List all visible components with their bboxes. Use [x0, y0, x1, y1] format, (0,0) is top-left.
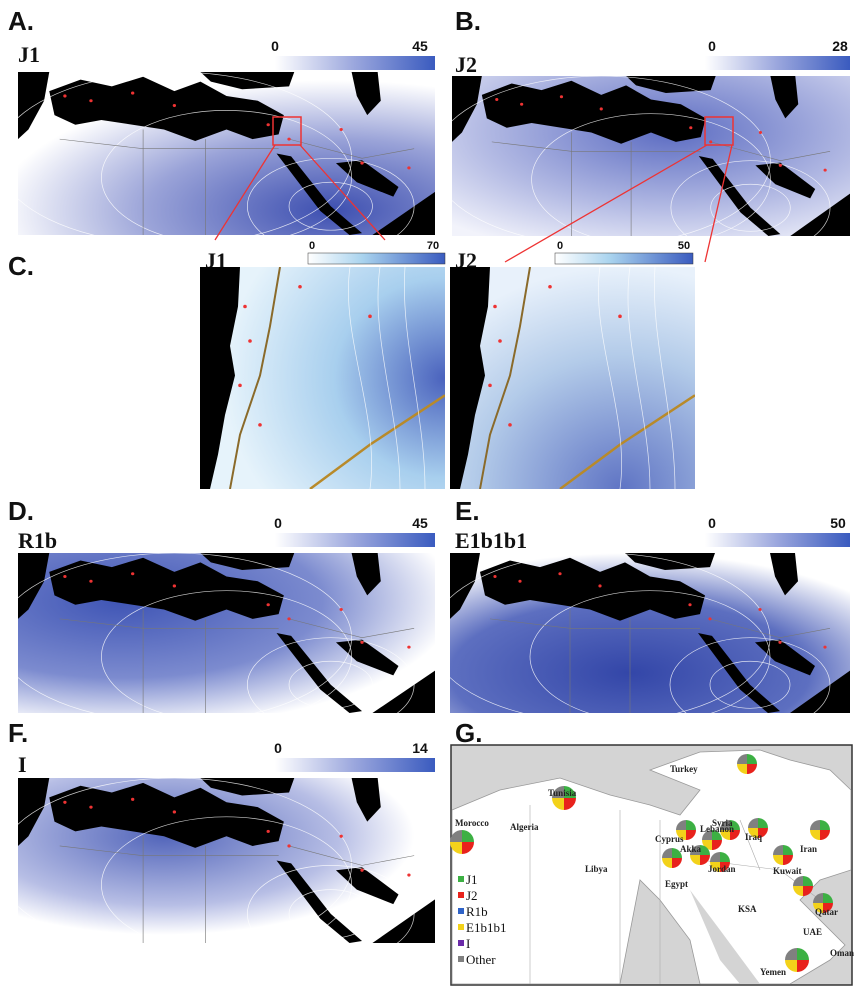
country-label: UAE — [803, 927, 822, 937]
map-background — [450, 267, 695, 489]
pie — [810, 820, 830, 840]
scale-max: 45 — [412, 38, 428, 54]
legend-entry: J1 — [466, 872, 478, 887]
pie — [450, 830, 474, 854]
haplogroup-label: I — [18, 752, 27, 777]
legend: J1 J2 R1b E1b1b1 I Other — [458, 872, 506, 967]
country-label: Qatar — [815, 907, 838, 917]
legend-entry: I — [466, 936, 470, 951]
haplogroup-label: R1b — [18, 528, 57, 553]
country-labels: Turkey Tunisia Morocco Algeria Cyprus Sy… — [455, 764, 854, 977]
country-label: Morocco — [455, 818, 489, 828]
scale-min: 0 — [708, 38, 716, 54]
inset-box — [272, 116, 302, 146]
legend-entry: J2 — [466, 888, 478, 903]
inset-box — [704, 116, 734, 146]
country-label: KSA — [738, 904, 757, 914]
color-scale — [275, 758, 435, 772]
panel-letter: D. — [8, 496, 34, 526]
pie — [662, 848, 682, 868]
legend-entry: E1b1b1 — [466, 920, 506, 935]
inset-connectors — [214, 144, 733, 263]
scale-min: 0 — [557, 240, 563, 252]
country-label: Tunisia — [548, 788, 577, 798]
scale-max: 50 — [830, 515, 846, 531]
country-label: Kuwait — [773, 866, 802, 876]
panel-letter: C. — [8, 251, 34, 281]
legend-entry: Other — [466, 952, 496, 967]
country-label: Syria — [712, 818, 733, 828]
pie — [737, 754, 757, 774]
legend-swatch — [458, 908, 464, 914]
panel-letter: G. — [455, 718, 482, 748]
scale-max: 50 — [678, 240, 690, 252]
color-scale — [554, 252, 694, 265]
country-label: Yemen — [760, 967, 786, 977]
color-scale — [307, 252, 446, 265]
scale-min: 0 — [309, 240, 315, 252]
country-label: Cyprus — [655, 834, 684, 844]
scale-min: 0 — [708, 515, 716, 531]
color-scale — [705, 56, 850, 70]
panel-letter: A. — [8, 6, 34, 36]
pie — [773, 845, 793, 865]
haplogroup-label: J1 — [205, 248, 227, 273]
panel-letter: E. — [455, 496, 480, 526]
map-background — [200, 267, 445, 489]
scale-min: 0 — [274, 740, 282, 756]
haplogroup-label: E1b1b1 — [455, 528, 527, 553]
panel-letter: F. — [8, 718, 28, 748]
panel-letter: B. — [455, 6, 481, 36]
scale-min: 0 — [274, 515, 282, 531]
country-label: Egypt — [665, 879, 688, 889]
color-scale — [275, 533, 435, 547]
scale-min: 0 — [271, 38, 279, 54]
color-scale — [705, 533, 850, 547]
country-label: Iran — [800, 844, 817, 854]
country-label: Jordan — [708, 864, 736, 874]
country-label: Oman — [830, 948, 854, 958]
scale-max: 14 — [412, 740, 428, 756]
legend-swatch — [458, 924, 464, 930]
country-label: Akka — [680, 844, 702, 854]
scale-max: 28 — [832, 38, 848, 54]
haplogroup-label: J2 — [455, 248, 477, 273]
haplogroup-label: J2 — [455, 52, 477, 77]
land — [451, 749, 852, 985]
red-sea — [690, 890, 760, 984]
country-label: Turkey — [670, 764, 698, 774]
legend-swatch — [458, 876, 464, 882]
pie — [793, 876, 813, 896]
country-label: Lebanon — [700, 824, 734, 834]
legend-swatch — [458, 892, 464, 898]
country-label: Iraq — [745, 832, 762, 842]
pie — [785, 948, 809, 972]
legend-swatch — [458, 956, 464, 962]
country-label: Libya — [585, 864, 608, 874]
scale-max: 45 — [412, 515, 428, 531]
haplogroup-label: J1 — [18, 42, 40, 67]
color-scale — [275, 56, 435, 70]
legend-swatch — [458, 940, 464, 946]
legend-entry: R1b — [466, 904, 488, 919]
country-label: Algeria — [510, 822, 539, 832]
scale-max: 70 — [427, 240, 439, 252]
